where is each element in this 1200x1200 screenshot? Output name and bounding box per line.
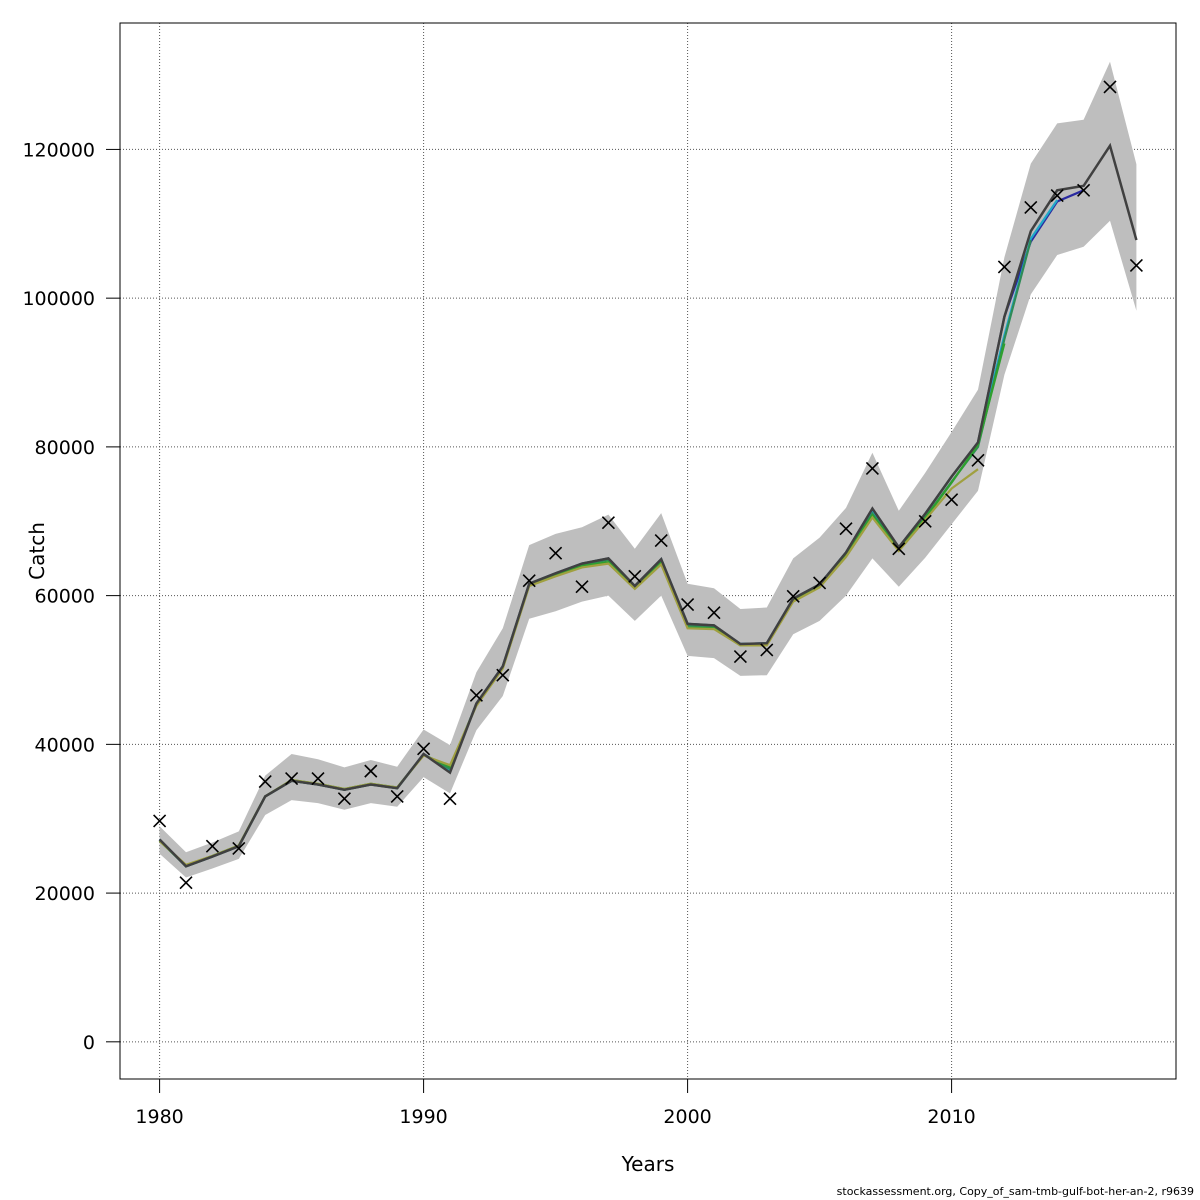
y-tick-label: 80000 bbox=[35, 437, 95, 459]
observed-point bbox=[892, 542, 906, 556]
observed-point bbox=[549, 546, 563, 560]
footer-source-text: stockassessment.org, Copy_of_sam-tmb-gul… bbox=[837, 1185, 1194, 1198]
observed-point bbox=[733, 650, 747, 664]
y-tick-label: 60000 bbox=[35, 586, 95, 608]
observed-point bbox=[311, 771, 325, 786]
observed-point bbox=[417, 742, 431, 756]
observed-markers bbox=[153, 80, 1143, 890]
y-tick-label: 100000 bbox=[22, 288, 95, 310]
observed-point bbox=[232, 841, 246, 856]
observed-point bbox=[337, 792, 351, 806]
observed-point bbox=[390, 789, 404, 803]
y-tick-label: 20000 bbox=[35, 883, 95, 905]
x-axis: 1980 1990 2000 2010 bbox=[135, 1078, 976, 1128]
fitted-line bbox=[158, 142, 1138, 868]
x-tick-label: 1990 bbox=[399, 1106, 447, 1128]
observed-point bbox=[654, 534, 668, 548]
observed-point bbox=[865, 461, 879, 476]
x-tick-label: 2000 bbox=[663, 1106, 711, 1128]
observed-point bbox=[522, 574, 536, 588]
observed-point bbox=[707, 606, 721, 620]
observed-point bbox=[681, 597, 695, 612]
observed-point bbox=[839, 522, 853, 536]
y-axis: 0 20000 40000 60000 80000 100000 120000 bbox=[22, 139, 121, 1054]
observed-point bbox=[601, 516, 615, 530]
y-tick-label: 0 bbox=[83, 1032, 95, 1054]
observed-point bbox=[364, 764, 378, 778]
observed-point bbox=[179, 876, 193, 890]
observed-point bbox=[258, 774, 272, 789]
observed-point bbox=[997, 260, 1011, 274]
observed-point bbox=[628, 569, 642, 583]
fitted-line-group bbox=[158, 142, 1138, 868]
observed-point bbox=[153, 814, 167, 828]
observed-point bbox=[945, 493, 959, 507]
observed-point bbox=[469, 688, 483, 702]
observed-point bbox=[443, 792, 457, 806]
x-axis-title: Years bbox=[621, 1152, 675, 1176]
y-tick-label: 40000 bbox=[35, 734, 95, 756]
observed-point bbox=[918, 514, 932, 528]
observed-point bbox=[1024, 200, 1038, 214]
y-tick-label: 120000 bbox=[22, 139, 95, 161]
confidence-band-area bbox=[159, 61, 1137, 878]
grid-lines bbox=[120, 23, 1176, 1079]
observed-point bbox=[813, 576, 827, 590]
observed-point bbox=[1129, 258, 1143, 272]
observed-point bbox=[1050, 188, 1064, 203]
observed-point bbox=[496, 668, 510, 682]
observed-point bbox=[786, 589, 800, 603]
x-tick-label: 2010 bbox=[927, 1106, 975, 1128]
observed-point bbox=[205, 839, 219, 853]
y-axis-title: Catch bbox=[25, 522, 49, 580]
observed-point bbox=[971, 453, 985, 467]
observed-point bbox=[1077, 183, 1091, 197]
observed-point bbox=[760, 643, 774, 657]
x-tick-label: 1980 bbox=[135, 1106, 183, 1128]
observed-point bbox=[575, 580, 589, 594]
confidence-band bbox=[159, 61, 1137, 878]
observed-point bbox=[1103, 80, 1117, 94]
observed-point bbox=[285, 771, 299, 786]
